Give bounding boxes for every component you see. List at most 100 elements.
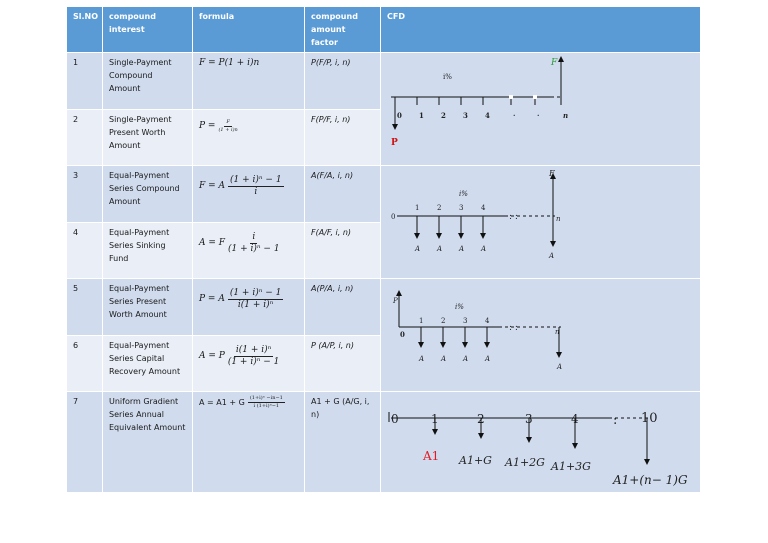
payment-label: A (462, 355, 468, 363)
arrow-head (440, 342, 446, 348)
payment-label: A (418, 355, 424, 363)
interest-rate-label: i% (443, 73, 452, 81)
period-label: 4 (485, 111, 490, 120)
period-label: 4 (481, 204, 486, 212)
cfd-single-payment-cell: F i% P 0 1 2 3 4 · · n (380, 52, 701, 166)
payment-label: A (458, 245, 464, 253)
formula-expression: A = A1 + G (1+i)ⁿ −in−1 i (1+i)ⁿ−1 (199, 395, 285, 409)
period-label: 0 (391, 213, 395, 221)
table-row: 1 Single-Payment Compound Amount F = P(1… (66, 52, 701, 166)
header-factor: compound amount factor (304, 6, 381, 53)
period-label: 3 (463, 317, 467, 325)
arrow-head (432, 429, 438, 435)
cfd-equal-payment-future-diagram: 0 i% F n A 1 A 2 A 3 A 4 A : : (391, 169, 561, 260)
row-factor: P (A/P, i, n) (304, 334, 381, 392)
period-label: 4 (485, 317, 490, 325)
row-name: Equal-Payment Series Present Worth Amoun… (102, 278, 193, 336)
ellipsis-marker (533, 95, 537, 99)
row-factor: A1 + G (A/G, i, n) (304, 391, 381, 493)
formula-expression: P = A (1 + i)ⁿ − 1 i(1 + i)ⁿ (199, 288, 284, 310)
period-label: 2 (437, 204, 441, 212)
arrow-head (572, 443, 578, 449)
arrow-head (414, 233, 420, 239)
payment-label: A (556, 363, 562, 371)
ellipsis: : : (509, 323, 518, 333)
table-row: 4 Equal-Payment Series Sinking Fund A = … (66, 221, 701, 279)
row-name: Single-Payment Compound Amount (102, 52, 193, 110)
row-factor: F(P/F, i, n) (304, 108, 381, 166)
period-label: · (513, 111, 515, 120)
period-label: n (563, 111, 568, 120)
arrow-head (436, 233, 442, 239)
gradient-amount: A1+2G (504, 456, 545, 469)
factor-text: A1 + G (A/G, i, n) (311, 397, 370, 419)
period-label: 2 (441, 111, 446, 120)
formula-text: F = P(1 + i)n (199, 58, 260, 68)
compound-interest-table: Sl.NO compound interest formula compound… (66, 6, 701, 493)
cfd-equal-payment-present-cell: P i% 0 n A 1 A 2 A 3 A 4 A : : (380, 278, 701, 392)
row-number: 2 (66, 108, 103, 166)
gradient-amount: A1+G (458, 454, 492, 467)
row-name: Equal-Payment Series Sinking Fund (102, 221, 193, 279)
header-cfd: CFD (380, 6, 701, 53)
cfd-equal-payment-future-cell: 0 i% F n A 1 A 2 A 3 A 4 A : : (380, 165, 701, 279)
row-number: 4 (66, 221, 103, 279)
factor-text: F(A/F, i, n) (311, 227, 352, 237)
period-label: 0 (400, 330, 405, 339)
future-value-label: F (548, 169, 555, 178)
row-factor: F(A/F, i, n) (304, 221, 381, 279)
factor-text: P(F/P, i, n) (311, 58, 351, 67)
gradient-last-amount: A1+(n− 1)G (612, 473, 688, 487)
arrow-head (458, 233, 464, 239)
arrow-head (480, 233, 486, 239)
row-formula: F = P(1 + i)n (192, 52, 305, 110)
period-label: · (537, 111, 539, 120)
payment-label: A (414, 245, 420, 253)
row-factor: P(F/P, i, n) (304, 52, 381, 110)
payment-label: A (548, 252, 554, 260)
period-label: 10 (641, 411, 658, 426)
cfd-single-payment-diagram: F i% P 0 1 2 3 4 · · n (391, 56, 568, 148)
cfd-equal-payment-present-diagram: P i% 0 n A 1 A 2 A 3 A 4 A : : (392, 290, 562, 371)
arrow-head (462, 342, 468, 348)
period-label: 0 (397, 111, 402, 120)
present-value-label: P (391, 138, 398, 148)
table-row: 5 Equal-Payment Series Present Worth Amo… (66, 278, 701, 392)
header-formula: formula (192, 6, 305, 53)
ellipsis: : : (509, 212, 518, 222)
table-row: 3 Equal-Payment Series Compound Amount F… (66, 165, 701, 279)
header-row: Sl.NO compound interest formula compound… (66, 6, 701, 53)
payment-label: A (484, 355, 490, 363)
row-name: Uniform Gradient Series Annual Equivalen… (102, 391, 193, 493)
row-name: Equal-Payment Series Compound Amount (102, 165, 193, 223)
factor-text: A(F/A, i, n) (311, 171, 354, 180)
row-name: Single-Payment Present Worth Amount (102, 108, 193, 166)
period-label: n (555, 328, 560, 336)
present-value-label: P (392, 297, 398, 305)
interest-rate-label: i% (459, 190, 468, 198)
row-factor: A(P/A, i, n) (304, 278, 381, 336)
period-label: 2 (441, 317, 445, 325)
factor-text: F(P/F, i, n) (311, 114, 351, 124)
arrow-head (484, 342, 490, 348)
row-number: 5 (66, 278, 103, 336)
formula-expression: P = F (1 + i)n (199, 118, 238, 133)
interest-rate-label: i% (455, 303, 464, 311)
period-label: 0 (391, 412, 399, 426)
table-row: 6 Equal-Payment Series Capital Recovery … (66, 334, 701, 392)
factor-text: A(P/A, i, n) (311, 284, 354, 293)
gradient-amount: A1+3G (550, 460, 591, 473)
factor-text: P (A/P, i, n) (311, 340, 354, 350)
period-label: 1 (419, 111, 424, 120)
ellipsis: : (613, 413, 617, 428)
arrow-head (418, 342, 424, 348)
row-number: 3 (66, 165, 103, 223)
row-formula: P = F (1 + i)n (192, 108, 305, 166)
row-formula: P = A (1 + i)ⁿ − 1 i(1 + i)ⁿ (192, 278, 305, 336)
